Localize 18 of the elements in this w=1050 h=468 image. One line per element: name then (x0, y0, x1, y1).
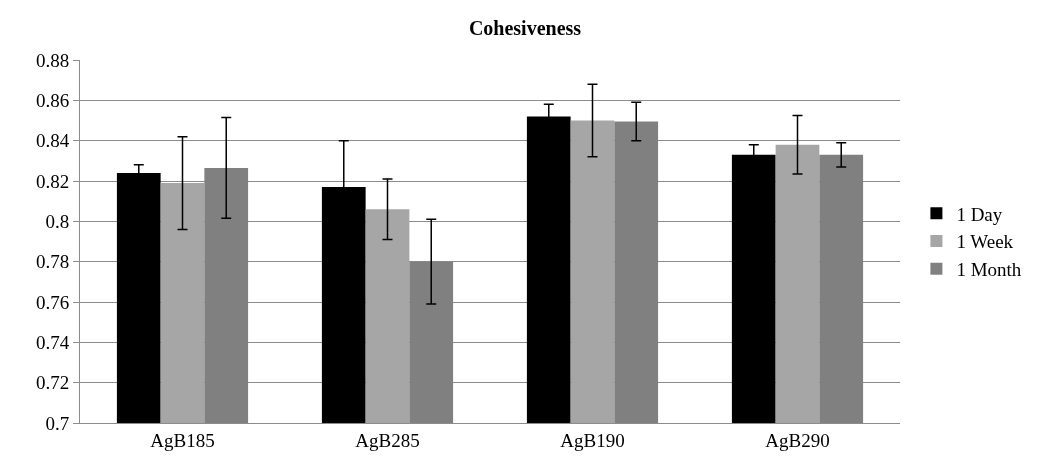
legend-label: 1 Day (956, 203, 1003, 225)
y-tick-label: 0.7 (45, 412, 70, 434)
legend-label: 1 Week (956, 231, 1014, 253)
y-tick-label: 0.86 (35, 89, 70, 111)
y-tick-label: 0.8 (45, 210, 70, 232)
x-tick-label: AgB285 (355, 429, 420, 451)
y-tick-label: 0.76 (35, 291, 70, 313)
y-tick-label: 0.88 (35, 49, 70, 71)
y-tick-label: 0.84 (35, 130, 70, 152)
y-tick-label: 0.78 (35, 251, 70, 273)
y-tick-label: 0.82 (35, 170, 70, 192)
x-tick-label: AgB290 (765, 429, 830, 451)
legend-label: 1 Month (956, 259, 1022, 281)
x-tick-label: AgB190 (560, 429, 625, 451)
y-tick-label: 0.72 (35, 372, 70, 394)
chart-title: Cohesiveness (468, 17, 582, 40)
x-tick-label: AgB185 (150, 429, 215, 451)
y-tick-label: 0.74 (35, 331, 70, 353)
